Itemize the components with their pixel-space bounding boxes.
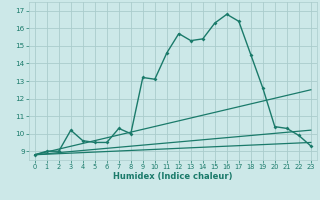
X-axis label: Humidex (Indice chaleur): Humidex (Indice chaleur) (113, 172, 233, 181)
